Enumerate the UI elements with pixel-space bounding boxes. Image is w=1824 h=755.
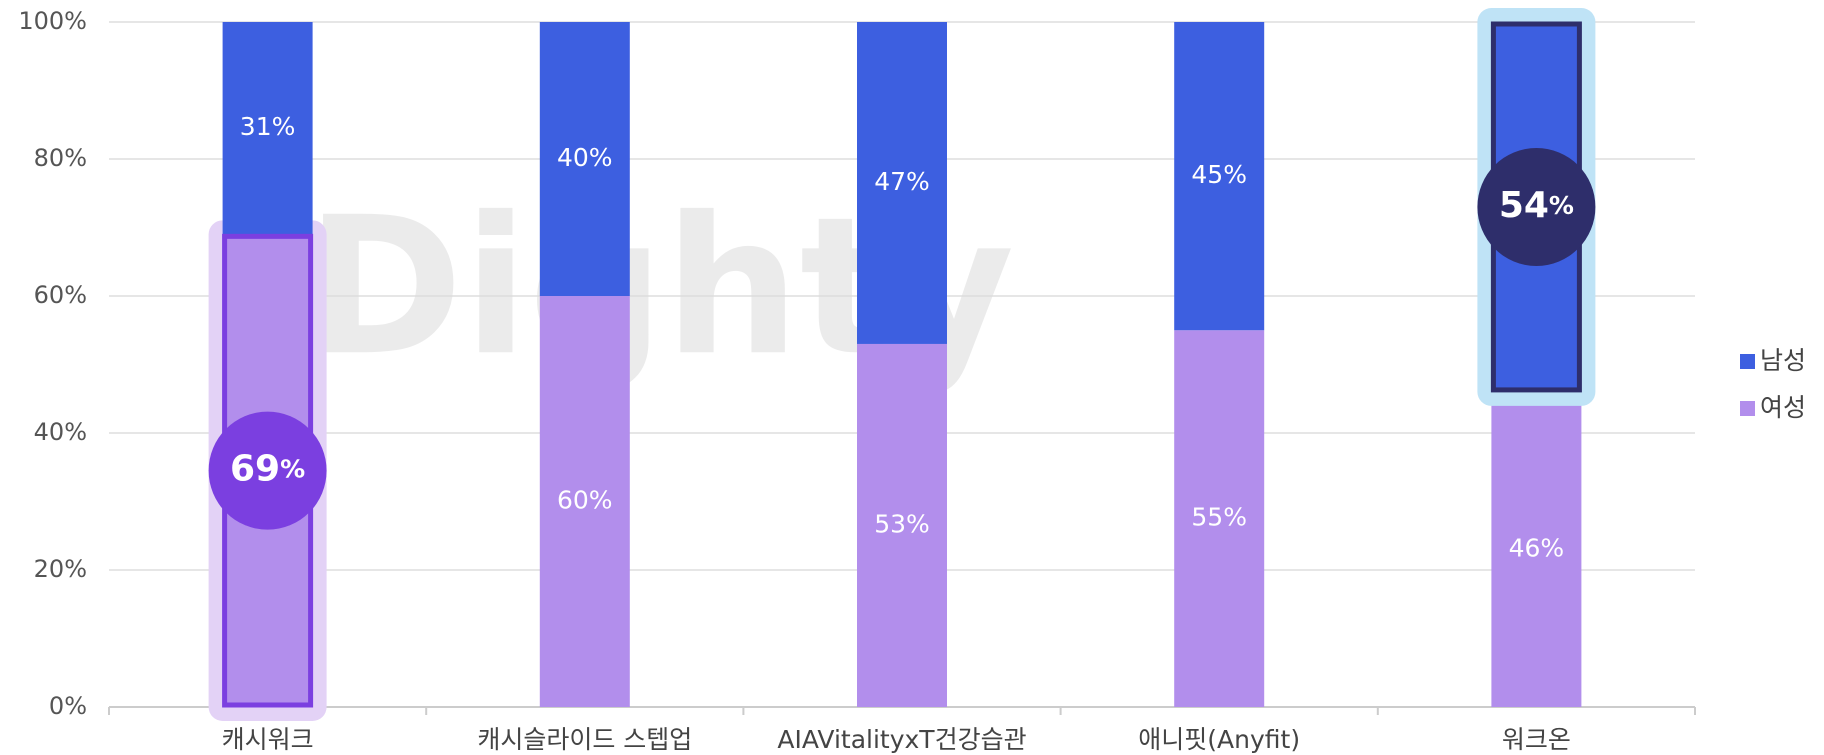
value-label: 45%	[1191, 160, 1247, 189]
highlight-badge	[1477, 147, 1596, 266]
bar-segment	[1174, 330, 1265, 707]
legend-label: 남성	[1760, 346, 1806, 375]
value-label: 60%	[557, 486, 613, 515]
value-label: 53%	[874, 509, 930, 538]
x-tick-label: 워크온	[1502, 725, 1571, 754]
bar-segment	[222, 22, 313, 235]
y-tick-label: 40%	[34, 418, 87, 446]
bar-segment	[857, 22, 947, 344]
value-label: 31%	[240, 112, 296, 141]
bar-segment	[539, 22, 630, 296]
bar-segment	[1491, 391, 1582, 707]
value-label: 46%	[1509, 533, 1565, 562]
x-tick-label: AIAVitalityxT건강습관	[777, 725, 1026, 754]
y-tick-label: 0%	[49, 692, 87, 720]
highlight-label: 54%	[1499, 185, 1574, 226]
y-tick-label: 20%	[34, 555, 87, 583]
value-label: 55%	[1191, 503, 1247, 532]
legend-label: 여성	[1760, 393, 1806, 422]
x-tick-label: 캐시워크	[222, 725, 314, 754]
y-tick-label: 100%	[18, 7, 87, 35]
legend-swatch	[1740, 354, 1755, 369]
legend-swatch	[1740, 401, 1755, 416]
value-label: 40%	[557, 143, 613, 172]
highlight-badge	[208, 411, 327, 530]
value-label: 47%	[874, 167, 930, 196]
y-tick-label: 60%	[34, 281, 87, 309]
bar-segment	[857, 343, 947, 707]
bar-segment	[1174, 22, 1265, 331]
x-tick-label: 애니핏(Anyfit)	[1138, 725, 1300, 754]
bar-segment	[539, 296, 630, 707]
highlight-label: 69%	[230, 449, 305, 490]
x-tick-label: 캐시슬라이드 스텝업	[477, 725, 692, 754]
y-tick-label: 80%	[34, 144, 87, 172]
